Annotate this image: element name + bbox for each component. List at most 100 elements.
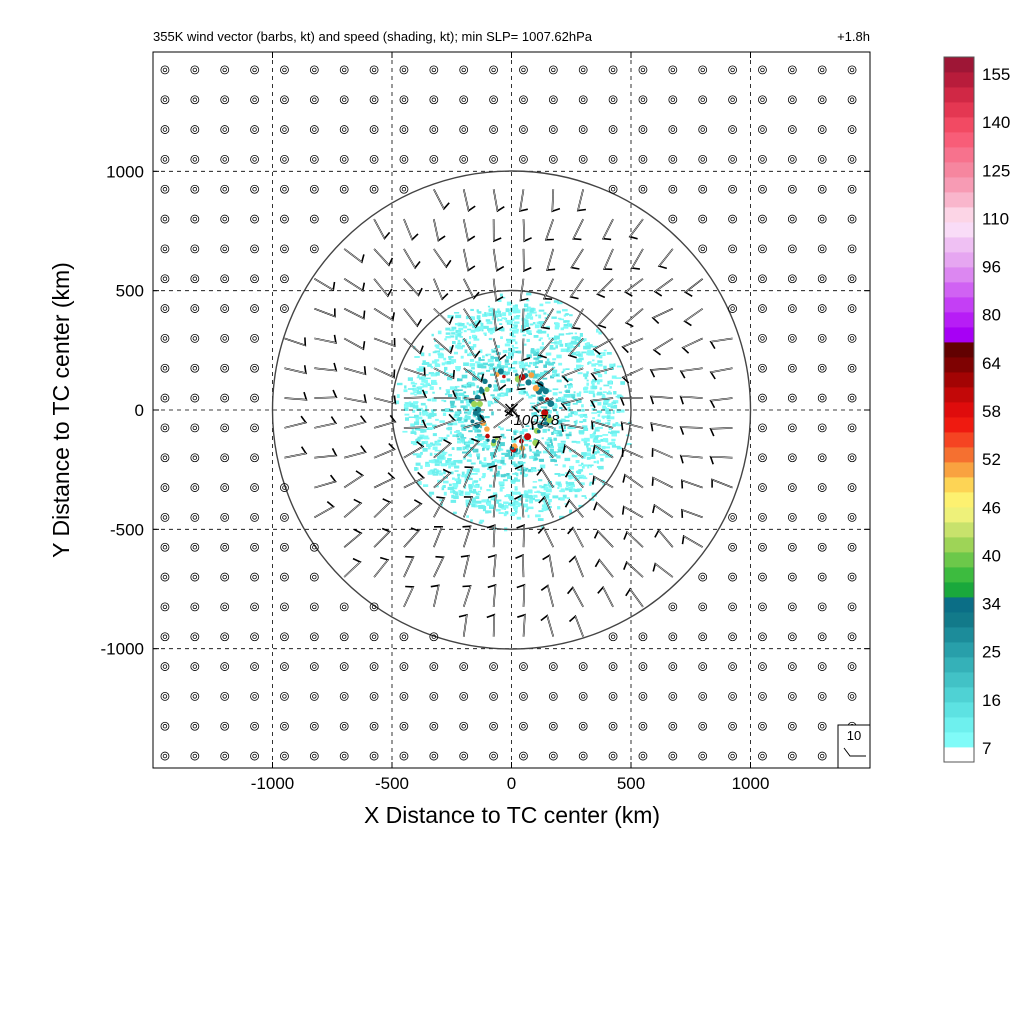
wind-barb-highlight [523, 584, 525, 607]
eyewall-cell [502, 374, 506, 379]
speed-shading-cell [542, 428, 547, 433]
speed-shading-cell [508, 502, 512, 506]
speed-shading-cell [469, 383, 476, 387]
speed-shading-cell [493, 369, 497, 373]
speed-shading-cell [428, 353, 431, 357]
calm-marker-inner [431, 694, 437, 699]
speed-shading-cell [579, 414, 584, 418]
speed-shading-cell [495, 310, 502, 314]
speed-shading-cell [577, 409, 582, 412]
calm-marker [250, 95, 259, 105]
calm-marker [280, 542, 289, 552]
speed-shading-cell [427, 363, 432, 367]
calm-marker-inner [431, 67, 437, 73]
speed-shading-cell [558, 425, 563, 429]
calm-marker-inner [670, 187, 676, 192]
eyewall-cell [514, 445, 518, 449]
speed-shading-cell [569, 342, 576, 345]
speed-shading-cell [593, 460, 597, 464]
speed-shading-cell [501, 456, 505, 460]
calm-marker [369, 602, 379, 612]
calm-marker-inner [312, 604, 317, 610]
speed-shading-cell [500, 336, 503, 339]
calm-marker [339, 632, 349, 642]
speed-shading-cell [566, 497, 570, 500]
calm-marker-inner [162, 97, 168, 102]
speed-shading-cell [572, 402, 578, 405]
calm-marker-inner [820, 455, 825, 460]
speed-shading-cell [527, 489, 533, 494]
speed-shading-cell [586, 382, 589, 386]
calm-marker [548, 692, 558, 701]
calm-marker-inner [192, 366, 198, 371]
calm-marker [399, 662, 409, 671]
speed-shading-cell [588, 361, 592, 364]
speed-shading-cell [569, 509, 572, 514]
speed-shading-cell [546, 333, 549, 338]
speed-shading-cell [434, 453, 439, 455]
speed-shading-cell [417, 407, 423, 411]
calm-marker [160, 721, 170, 731]
speed-shading-cell [506, 378, 511, 382]
calm-marker-inner [401, 157, 407, 162]
calm-marker-inner [790, 485, 795, 490]
speed-shading-cell [568, 349, 572, 353]
calm-marker-inner [790, 216, 795, 222]
calm-marker [190, 244, 200, 254]
wind-barb-highlight [710, 338, 733, 342]
speed-shading-cell [565, 390, 570, 393]
wind-barb-highlight [685, 278, 703, 293]
wind-barb-highlight [373, 501, 391, 518]
colorbar-swatch [944, 342, 974, 358]
speed-shading-cell [535, 358, 538, 361]
calm-marker [429, 751, 439, 761]
calm-marker [280, 304, 289, 313]
calm-marker-inner [790, 545, 795, 550]
speed-shading-cell [440, 463, 446, 466]
colorbar-swatch [944, 267, 974, 283]
speed-shading-cell [538, 339, 542, 342]
speed-shading-cell [457, 331, 463, 334]
colorbar-swatch [944, 327, 974, 343]
speed-shading-cell [478, 478, 482, 481]
calm-marker [250, 214, 259, 224]
calm-marker [160, 184, 170, 194]
calm-marker-inner [760, 157, 765, 162]
speed-shading-cell [535, 451, 542, 454]
speed-shading-cell [532, 379, 536, 383]
speed-shading-cell [418, 366, 425, 369]
calm-marker [758, 483, 767, 492]
speed-shading-cell [473, 373, 476, 377]
calm-marker-inner [192, 97, 198, 102]
speed-shading-cell [538, 410, 544, 412]
calm-marker [847, 65, 857, 75]
speed-shading-cell [417, 453, 422, 456]
speed-shading-cell [575, 351, 581, 354]
calm-marker [160, 513, 170, 522]
calm-marker [459, 125, 469, 134]
speed-shading-cell [482, 473, 486, 477]
speed-shading-cell [619, 409, 625, 413]
speed-shading-cell [552, 366, 556, 369]
speed-shading-cell [423, 437, 430, 440]
calm-marker [548, 95, 558, 105]
wind-barb-highlight [284, 338, 306, 346]
calm-marker-inner [192, 425, 198, 431]
speed-shading-cell [420, 383, 425, 386]
wind-barb-highlight [463, 585, 471, 607]
speed-shading-cell [499, 487, 503, 492]
calm-marker [190, 721, 200, 731]
speed-shading-cell [464, 411, 470, 414]
calm-marker [280, 513, 289, 522]
calm-marker [339, 95, 349, 105]
wind-barb-highlight [624, 474, 644, 488]
eyewall-cell [532, 385, 540, 392]
calm-marker-inner [849, 515, 855, 520]
speed-shading-cell [540, 393, 543, 395]
calm-marker [190, 363, 200, 373]
wind-barb-highlight [463, 467, 473, 488]
calm-marker-inner [222, 455, 227, 460]
wind-barb-highlight [373, 477, 395, 488]
speed-shading-cell [540, 406, 545, 409]
wind-barb-highlight [541, 468, 554, 488]
